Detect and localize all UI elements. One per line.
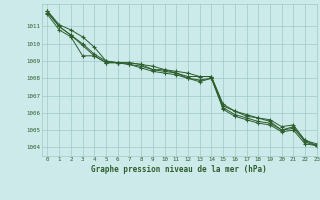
X-axis label: Graphe pression niveau de la mer (hPa): Graphe pression niveau de la mer (hPa): [91, 165, 267, 174]
